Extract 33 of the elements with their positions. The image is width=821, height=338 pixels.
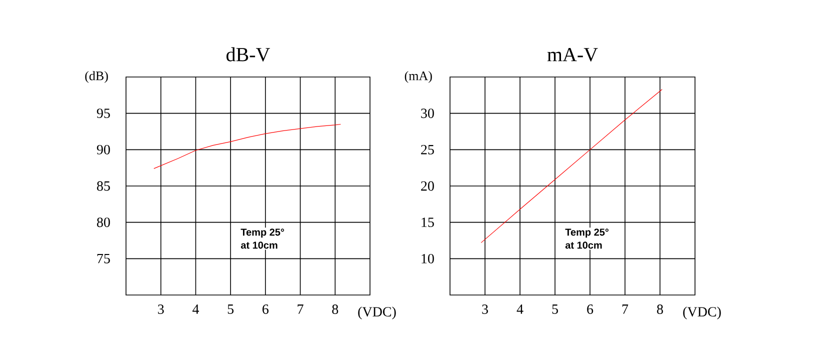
y-axis-title: (dB) (85, 71, 108, 83)
x-tick-label: 8 (332, 304, 338, 314)
x-tick-label: 4 (192, 304, 200, 314)
x-axis-title: (VDC) (683, 306, 721, 320)
y-tick-label: 85 (97, 181, 110, 191)
y-axis-title: (mA) (404, 71, 432, 83)
x-tick-label: 3 (158, 304, 164, 314)
y-tick-label: 80 (97, 218, 110, 228)
x-tick-label: 6 (262, 304, 269, 314)
y-tick-label: 15 (422, 218, 434, 228)
y-tick-label: 10 (422, 254, 434, 264)
x-tick-label: 7 (298, 304, 304, 314)
x-tick-label: 5 (228, 304, 234, 314)
annotation: at 10cm (565, 242, 602, 249)
y-tick-label: 30 (421, 108, 434, 118)
line-series (480, 89, 662, 243)
y-tick-label: 95 (96, 108, 110, 118)
y-tick-label: 90 (96, 144, 110, 154)
annotation: at 10cm (240, 242, 278, 249)
annotation: Temp 25° (565, 228, 609, 238)
y-tick-label: 25 (421, 144, 434, 154)
annotation: Temp 25° (240, 228, 284, 238)
x-tick-label: 3 (482, 304, 488, 314)
y-tick-label: 20 (421, 181, 434, 191)
x-tick-label: 5 (552, 304, 558, 314)
chart-title: mA-V (547, 48, 598, 62)
x-tick-label: 4 (516, 304, 524, 314)
x-tick-label: 8 (657, 304, 663, 314)
x-axis-title: (VDC) (358, 306, 396, 320)
y-tick-label: 75 (97, 254, 110, 264)
x-tick-label: 7 (622, 304, 628, 314)
chart-title: dB-V (226, 47, 270, 62)
x-tick-label: 6 (587, 304, 594, 314)
